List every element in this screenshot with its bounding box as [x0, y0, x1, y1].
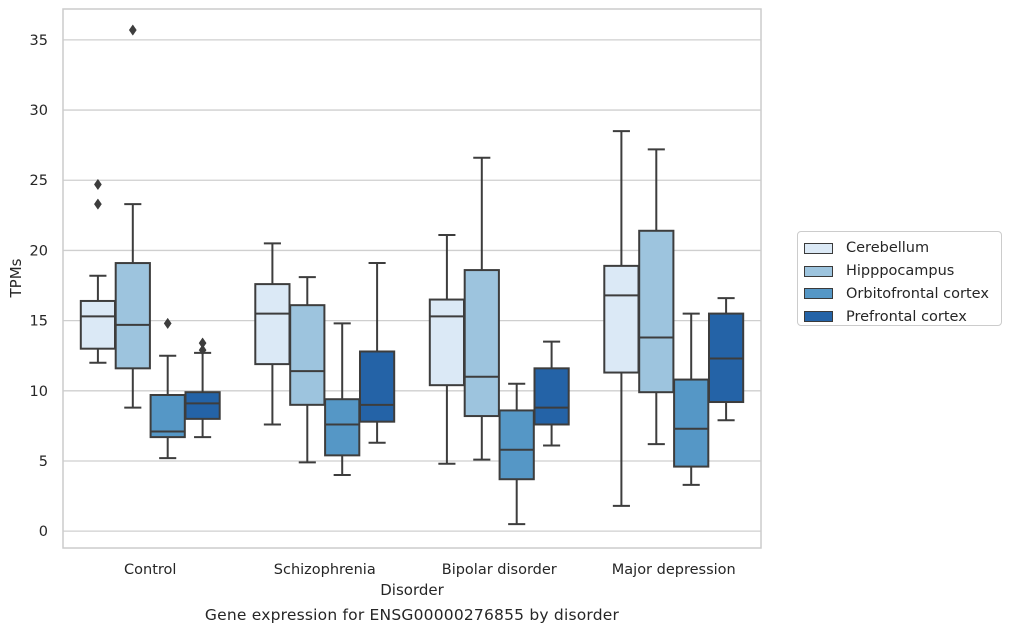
legend-item: Orbitofrontal cortex	[804, 283, 1001, 306]
legend-item: Hipppocampus	[804, 260, 1001, 283]
box-group	[184, 337, 221, 439]
box-iqr	[358, 350, 396, 423]
box-iqr	[184, 391, 221, 420]
box-iqr	[79, 299, 117, 350]
y-tick-label: 0	[39, 524, 48, 540]
y-tick-label: 20	[30, 243, 48, 259]
box-group	[498, 382, 535, 526]
outlier-point	[198, 337, 207, 349]
outlier-point	[163, 317, 172, 330]
box-group	[358, 262, 396, 444]
legend-swatch	[804, 265, 833, 277]
box-group	[603, 130, 640, 507]
box-group	[114, 24, 151, 409]
legend-label: Hipppocampus	[846, 263, 955, 280]
box-group	[254, 242, 291, 426]
x-tick-label: Control	[124, 562, 176, 578]
legend-item: Cerebellum	[804, 237, 1001, 260]
box-iqr	[289, 304, 326, 406]
box-iqr	[673, 378, 710, 468]
y-tick-label: 5	[39, 454, 48, 470]
y-tick-label: 10	[30, 384, 48, 400]
box-iqr	[114, 262, 151, 370]
box-group	[324, 322, 361, 477]
box-iqr	[324, 398, 361, 457]
box-group	[149, 317, 186, 460]
plot-frame	[62, 8, 762, 549]
legend-label: Cerebellum	[846, 240, 930, 257]
box-group	[638, 148, 675, 446]
box-iqr	[149, 394, 186, 439]
y-tick-labels: 0 5 10 15 20 25 30 35	[30, 33, 48, 540]
y-tick-label: 30	[30, 103, 48, 119]
box-groups	[79, 24, 745, 526]
x-tick-label: Bipolar disorder	[442, 562, 557, 578]
box-group	[428, 233, 466, 465]
gridlines	[63, 39, 761, 532]
box-group	[79, 274, 117, 364]
outlier-point	[198, 344, 207, 356]
box-iqr	[603, 264, 640, 374]
box-iqr	[533, 367, 570, 426]
box-iqr	[428, 298, 466, 387]
box-group	[707, 297, 745, 422]
box-group	[463, 156, 500, 461]
legend-label: Orbitofrontal cortex	[846, 285, 989, 302]
box-iqr	[463, 269, 500, 418]
legend-swatch	[804, 288, 833, 300]
outlier-point	[93, 178, 102, 191]
y-tick-label: 25	[30, 173, 48, 189]
outlier-point	[128, 24, 137, 36]
outlier-point	[93, 198, 102, 210]
legend: Cerebellum Hipppocampus Orbitofrontal cort…	[797, 231, 1002, 326]
x-tick-label: Schizophrenia	[274, 562, 376, 578]
y-axis-label: TPMs	[7, 258, 25, 298]
x-axis-label: Disorder	[380, 581, 444, 599]
x-tick-label: Major depression	[612, 562, 736, 578]
y-tick-label: 15	[30, 314, 48, 330]
box-group	[533, 340, 570, 447]
legend-swatch	[804, 311, 833, 323]
box-iqr	[498, 409, 535, 481]
box-group	[289, 276, 326, 464]
legend-swatch	[804, 242, 833, 254]
y-tick-label: 35	[30, 33, 48, 49]
figure-caption: Gene expression for ENSG00000276855 by d…	[204, 606, 620, 624]
box-group	[673, 312, 710, 486]
box-iqr	[638, 229, 675, 394]
legend-label: Prefrontal cortex	[846, 308, 967, 325]
legend-item: Prefrontal cortex	[804, 305, 1001, 328]
box-iqr	[254, 283, 291, 366]
x-tick-labels: Control Schizophrenia Bipolar disorder Majo…	[124, 562, 736, 578]
